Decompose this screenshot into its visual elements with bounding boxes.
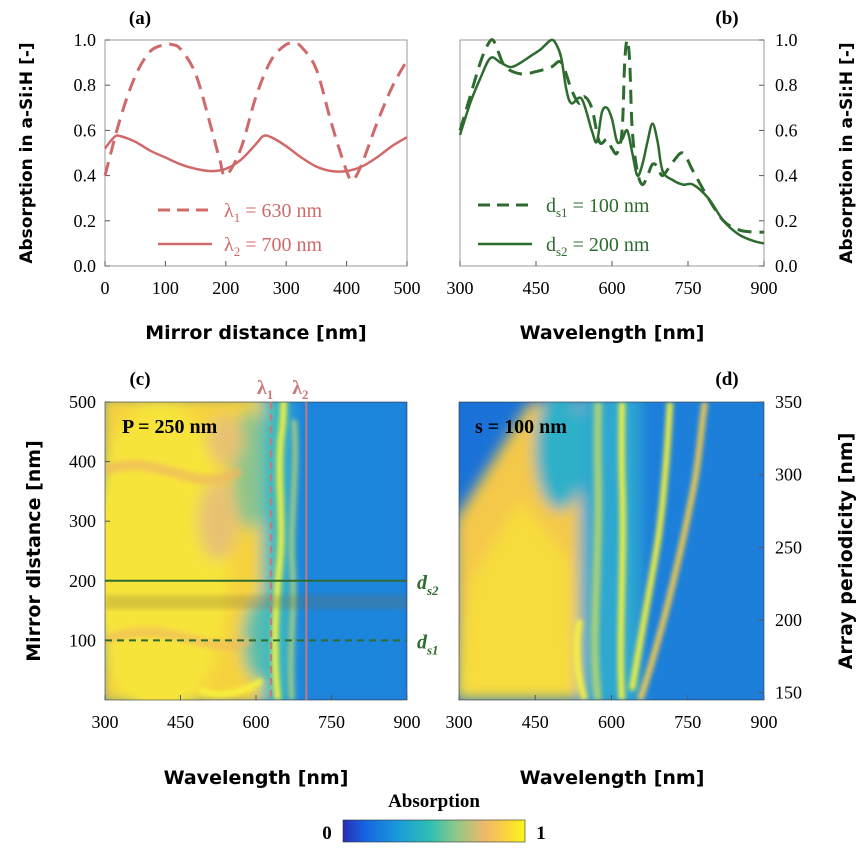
panel-a-label: (a) bbox=[129, 8, 151, 29]
xtick-label: 750 bbox=[675, 278, 702, 298]
ytick-label: 0.6 bbox=[775, 120, 798, 140]
panel-b-legend: ds1 = 100 nm ds2 = 200 nm bbox=[478, 195, 650, 259]
xtick-label: 450 bbox=[167, 712, 194, 732]
ytick-label: 250 bbox=[775, 537, 802, 557]
ytick-label: 0.4 bbox=[775, 166, 798, 186]
panel-c-xlabel: Wavelength [nm] bbox=[164, 767, 349, 789]
panel-a-ticks: 0 100 200 300 400 500 0.0 0.2 0.4 0.6 0.8 1.0 bbox=[74, 30, 421, 298]
colorbar-gradient bbox=[342, 819, 526, 843]
series-line-1 bbox=[103, 41, 409, 183]
xtick-label: 600 bbox=[598, 712, 625, 732]
panel-a-series bbox=[103, 41, 409, 183]
panel-b-label: (b) bbox=[715, 8, 738, 29]
legend-a-lambda2: λ2 = 700 nm bbox=[224, 234, 322, 259]
xtick-label: 900 bbox=[751, 712, 778, 732]
xtick-label: 300 bbox=[273, 278, 300, 298]
xtick-label: 600 bbox=[599, 278, 626, 298]
panel-b-frame bbox=[459, 39, 765, 267]
ytick-label: 400 bbox=[69, 452, 96, 472]
xtick-label: 500 bbox=[394, 278, 421, 298]
panel-c-heatmap bbox=[105, 402, 407, 700]
panel-d-xlabel: Wavelength [nm] bbox=[520, 767, 705, 789]
ytick-label: 0.2 bbox=[74, 211, 97, 231]
xtick-label: 750 bbox=[674, 712, 701, 732]
panel-a-frame bbox=[104, 39, 408, 267]
ytick-label: 0.2 bbox=[775, 211, 798, 231]
panel-c-ticks: 300 450 600 750 900 100 200 300 400 500 bbox=[69, 392, 421, 732]
xtick-label: 300 bbox=[446, 712, 473, 732]
panel-d-ticks: 300 450 600 750 900 150 200 250 300 350 bbox=[446, 392, 803, 732]
panel-d-label: (d) bbox=[715, 369, 738, 390]
marker-label-vertical: λ1 bbox=[257, 377, 273, 402]
marker-label-horizontal: ds1 bbox=[417, 631, 439, 657]
panel-b-ylabel: Absorption in a-Si:H [-] bbox=[837, 42, 857, 263]
xtick-label: 450 bbox=[523, 278, 550, 298]
series-line-1 bbox=[458, 38, 765, 234]
panel-a-ylabel: Absorption in a-Si:H [-] bbox=[17, 42, 37, 263]
legend-b-ds2: ds2 = 200 nm bbox=[546, 234, 650, 259]
ytick-label: 150 bbox=[775, 683, 802, 703]
ytick-label: 0.6 bbox=[74, 120, 97, 140]
marker-label-horizontal: ds2 bbox=[417, 572, 439, 598]
xtick-label: 900 bbox=[394, 712, 421, 732]
panel-a: (a) 0 100 200 300 400 500 0.0 0.2 0.4 0.6 0.8 1.0 λ… bbox=[17, 8, 421, 344]
colorbar-max: 1 bbox=[536, 823, 546, 844]
ytick-label: 200 bbox=[775, 610, 802, 630]
panel-c-label: (c) bbox=[129, 369, 150, 390]
ytick-label: 100 bbox=[69, 630, 96, 650]
legend-a-lambda1: λ1 = 630 nm bbox=[224, 200, 322, 225]
ytick-label: 300 bbox=[69, 511, 96, 531]
xtick-label: 750 bbox=[318, 712, 345, 732]
panel-a-xlabel: Mirror distance [nm] bbox=[145, 322, 367, 344]
colorbar-min: 0 bbox=[322, 823, 332, 844]
ytick-label: 1.0 bbox=[775, 30, 798, 50]
ytick-label: 0.8 bbox=[775, 75, 798, 95]
marker-label-vertical: λ2 bbox=[292, 377, 308, 402]
ytick-label: 300 bbox=[775, 465, 802, 485]
series-line-2 bbox=[458, 38, 765, 245]
panel-c-annotation: P = 250 nm bbox=[122, 416, 218, 438]
ytick-label: 1.0 bbox=[74, 30, 97, 50]
xtick-label: 450 bbox=[522, 712, 549, 732]
panel-c: (c) 300 450 600 bbox=[23, 369, 439, 789]
legend-b-ds1: ds1 = 100 nm bbox=[546, 195, 650, 220]
panel-b-series bbox=[458, 38, 765, 245]
series-line-2 bbox=[104, 134, 408, 173]
xtick-label: 0 bbox=[101, 278, 110, 298]
ytick-label: 0.4 bbox=[74, 166, 97, 186]
ytick-label: 0.8 bbox=[74, 75, 97, 95]
panel-b-xlabel: Wavelength [nm] bbox=[520, 322, 705, 344]
xtick-label: 100 bbox=[152, 278, 179, 298]
panel-c-markers: λ1 λ2 ds2 ds1 bbox=[105, 377, 439, 700]
ytick-label: 500 bbox=[69, 392, 96, 412]
xtick-label: 200 bbox=[212, 278, 239, 298]
ytick-label: 0.0 bbox=[74, 256, 97, 276]
panel-c-ylabel: Mirror distance [nm] bbox=[23, 440, 45, 662]
panel-d-annotation: s = 100 nm bbox=[475, 416, 567, 438]
xtick-label: 300 bbox=[92, 712, 119, 732]
xtick-label: 900 bbox=[751, 278, 778, 298]
xtick-label: 300 bbox=[447, 278, 474, 298]
panel-d: (d) 300 450 600 750 900 150 200 250 300 350 s = 1… bbox=[446, 369, 858, 789]
ytick-label: 200 bbox=[69, 571, 96, 591]
panel-d-ylabel: Array periodicity [nm] bbox=[835, 433, 857, 670]
xtick-label: 600 bbox=[243, 712, 270, 732]
colorbar-title: Absorption bbox=[388, 791, 480, 812]
ytick-label: 350 bbox=[775, 392, 802, 412]
ytick-label: 0.0 bbox=[775, 256, 798, 276]
panel-d-heatmap bbox=[459, 402, 764, 700]
colorbar: Absorption 0 1 bbox=[322, 791, 546, 844]
panel-a-legend: λ1 = 630 nm λ2 = 700 nm bbox=[158, 200, 322, 259]
xtick-label: 400 bbox=[333, 278, 360, 298]
